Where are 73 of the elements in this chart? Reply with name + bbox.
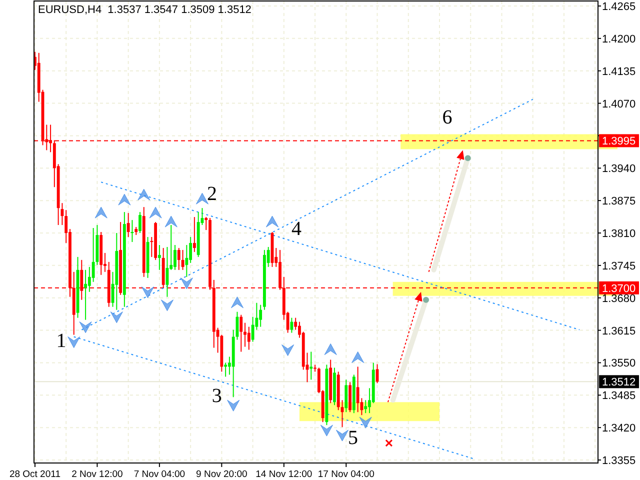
candlestick — [189, 236, 192, 264]
x-tick-label: 7 Nov 04:00 — [134, 469, 186, 480]
point — [118, 194, 131, 206]
chart-title: EURUSD,H4 1.3537 1.3547 1.3509 1.3512 — [38, 4, 252, 16]
candlestick — [185, 244, 188, 278]
point — [336, 430, 349, 442]
point — [142, 286, 154, 298]
ref-line-label: 1.3512 — [602, 376, 636, 389]
candlestick — [177, 247, 180, 270]
candlestick — [174, 244, 176, 270]
point — [324, 343, 337, 355]
y-tick-label: 1.4200 — [602, 33, 636, 46]
candlestick — [364, 400, 368, 414]
y-tick-label: 1.3745 — [602, 260, 636, 272]
point — [110, 312, 123, 324]
ref-line-label: 1.3995 — [602, 136, 636, 148]
candlestick — [84, 269, 87, 320]
annotation: 4 — [292, 218, 302, 240]
candlestick — [192, 216, 196, 252]
y-tick-label: 1.4070 — [602, 98, 636, 110]
point — [160, 300, 174, 312]
point — [359, 416, 372, 428]
x-tick-label: 28 Oct 2011 — [9, 469, 61, 480]
candlestick — [290, 317, 294, 334]
candlestick — [88, 266, 91, 292]
candlestick — [224, 362, 228, 378]
point — [94, 206, 108, 218]
y-tick-label: 1.3420 — [602, 422, 636, 435]
candlestick — [247, 326, 250, 350]
y-tick-label: 1.4265 — [602, 0, 636, 13]
ref-line-label: 1.3700 — [602, 282, 636, 295]
annotation: 5 — [348, 427, 358, 450]
point — [230, 296, 244, 308]
y-tick-label: 1.3355 — [602, 455, 636, 468]
point — [320, 424, 333, 436]
candlestick — [204, 216, 208, 231]
x-tick-label: 2 Nov 12:00 — [72, 469, 123, 480]
point — [164, 216, 178, 228]
candlestick — [244, 322, 246, 348]
candlestick — [259, 304, 262, 328]
point — [266, 216, 278, 228]
point — [68, 336, 80, 348]
candlestick — [240, 314, 243, 352]
annotation: 2 — [206, 183, 217, 206]
point — [227, 400, 240, 412]
candlestick — [310, 351, 313, 380]
candlestick — [344, 379, 348, 413]
y-tick-label: 1.3875 — [602, 196, 636, 208]
candlestick — [356, 366, 360, 413]
point — [149, 206, 162, 218]
y-tick-label: 1.3940 — [602, 163, 636, 176]
annotation: 1 — [56, 330, 66, 352]
point — [196, 192, 208, 204]
x-tick-label: 14 Nov 12:00 — [256, 469, 312, 480]
y-tick-label: 1.3615 — [602, 325, 636, 338]
y-tick-label: 1.3810 — [602, 228, 636, 240]
x-tick-label: 9 Nov 20:00 — [196, 469, 248, 480]
annotation: 6 — [442, 106, 452, 129]
candlestick — [126, 212, 130, 238]
point — [282, 344, 294, 356]
candlestick — [138, 212, 142, 234]
point — [180, 278, 193, 290]
y-tick-label: 1.4135 — [602, 66, 636, 78]
y-tick-label: 1.3680 — [602, 292, 636, 305]
point — [79, 322, 92, 334]
point — [138, 188, 150, 200]
candlestick — [92, 228, 95, 282]
point — [352, 351, 364, 363]
x-tick-label: 17 Nov 04:00 — [318, 469, 374, 480]
annotation: 3 — [212, 385, 222, 408]
y-tick-label: 1.3550 — [602, 358, 636, 370]
candlestick — [158, 244, 161, 270]
y-tick-label: 1.3485 — [602, 390, 636, 402]
